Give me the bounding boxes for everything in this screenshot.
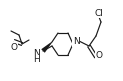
Polygon shape [41,42,52,53]
Text: O: O [95,50,102,60]
Text: O: O [10,43,17,52]
Text: N: N [73,38,79,46]
Text: Cl: Cl [95,9,103,17]
Text: N: N [33,49,39,58]
Text: H: H [33,55,39,64]
